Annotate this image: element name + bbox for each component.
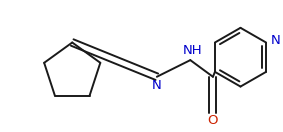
Text: NH: NH bbox=[183, 44, 202, 57]
Text: O: O bbox=[208, 114, 218, 127]
Text: N: N bbox=[152, 79, 162, 92]
Text: N: N bbox=[271, 34, 281, 47]
